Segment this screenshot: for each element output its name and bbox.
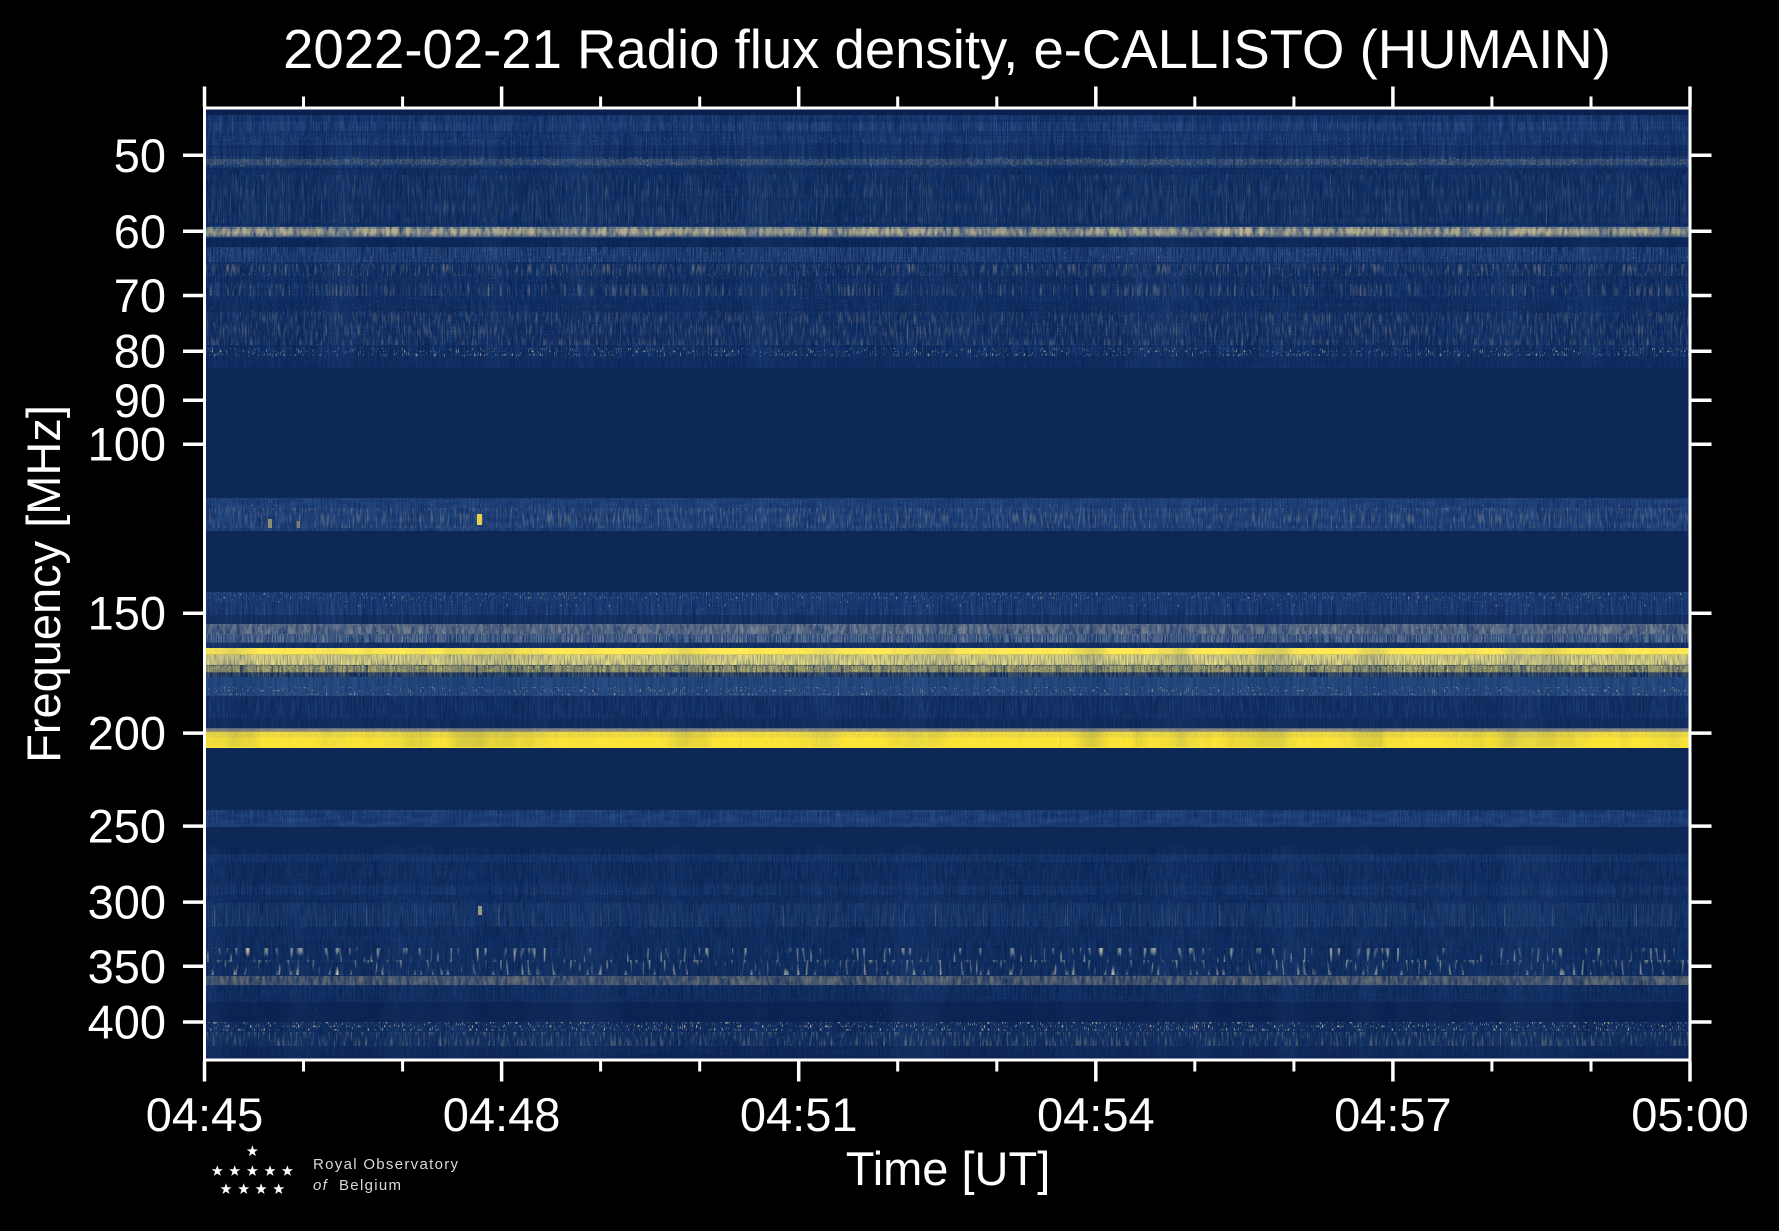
svg-text:04:51: 04:51	[740, 1088, 858, 1141]
svg-text:Royal Observatory: Royal Observatory	[313, 1156, 459, 1173]
svg-text:150: 150	[88, 587, 166, 640]
svg-text:60: 60	[114, 205, 166, 258]
svg-text:100: 100	[88, 418, 166, 471]
svg-text:200: 200	[88, 707, 166, 760]
svg-text:Belgium: Belgium	[339, 1177, 402, 1194]
svg-text:04:48: 04:48	[443, 1088, 561, 1141]
svg-text:05:00: 05:00	[1631, 1088, 1749, 1141]
svg-text:04:54: 04:54	[1037, 1088, 1155, 1141]
svg-text:2022-02-21 Radio flux density,: 2022-02-21 Radio flux density, e-CALLIST…	[283, 19, 1611, 80]
svg-text:350: 350	[88, 940, 166, 993]
svg-text:Time [UT]: Time [UT]	[846, 1142, 1051, 1195]
svg-text:300: 300	[88, 876, 166, 929]
svg-text:250: 250	[88, 800, 166, 853]
svg-text:04:45: 04:45	[146, 1088, 264, 1141]
svg-text:50: 50	[114, 129, 166, 182]
svg-text:of: of	[313, 1177, 329, 1194]
svg-text:80: 80	[114, 325, 166, 378]
svg-text:90: 90	[114, 374, 166, 427]
svg-text:Frequency [MHz]: Frequency [MHz]	[17, 405, 70, 763]
svg-text:400: 400	[88, 996, 166, 1049]
svg-text:04:57: 04:57	[1334, 1088, 1452, 1141]
svg-text:70: 70	[114, 269, 166, 322]
